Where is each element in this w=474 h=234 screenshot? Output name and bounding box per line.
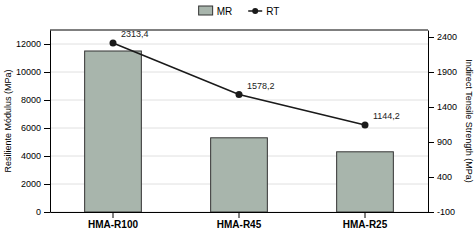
x-tick-label: HMA-R45 [217, 219, 262, 230]
x-tick: HMA-R45 [217, 212, 262, 230]
y2-axis-title: Indirect Tensile Strength (MPa) [464, 59, 474, 182]
chart: 2313,4 1578,2 1144,2 HMA-R100 HMA-R45 HMA-R25… [0, 0, 474, 234]
y-tick-mark [44, 100, 50, 101]
y-tick: 6000 [21, 123, 50, 133]
y2-tick-mark [428, 37, 434, 38]
legend-item: MR [199, 6, 233, 17]
legend-marker [252, 8, 258, 14]
y2-tick: -100 [428, 207, 455, 217]
bar-series [85, 51, 394, 212]
y2-tick-label: 2400 [437, 32, 457, 42]
y-tick-label: 0 [36, 207, 41, 217]
y-tick: 8000 [21, 95, 50, 105]
y-tick: 0 [36, 207, 50, 217]
y-axis-line [50, 31, 51, 213]
bar [337, 152, 394, 212]
plot-frame-top [50, 30, 428, 31]
legend-swatch [199, 6, 213, 15]
data-label: 2313,4 [121, 29, 149, 39]
grid-line [50, 44, 428, 45]
line [113, 43, 365, 125]
bar [211, 138, 268, 212]
y-tick-mark [44, 156, 50, 157]
plot: 2313,4 1578,2 1144,2 HMA-R100 HMA-R45 HMA-R25… [16, 29, 457, 230]
x-tick: HMA-R25 [343, 212, 388, 230]
data-label: 1578,2 [247, 81, 275, 91]
y-tick-mark [44, 72, 50, 73]
y2-axis-line [428, 31, 429, 213]
y2-tick: 1900 [428, 67, 457, 77]
y-tick: 12000 [16, 39, 50, 49]
y-tick-mark [44, 212, 50, 213]
marker [236, 91, 243, 98]
y2-tick-label: 900 [437, 137, 452, 147]
y-axis-title: Resiliente Módulus (MPa) [3, 69, 13, 172]
data-label: 1144,2 [373, 111, 400, 121]
x-tick-mark [113, 212, 114, 218]
y2-tick: 1400 [428, 102, 457, 112]
y-tick: 2000 [21, 179, 50, 189]
legend-label: MR [217, 6, 233, 17]
y-tick: 4000 [21, 151, 50, 161]
legend-label: RT [266, 6, 279, 17]
annotations: 2313,4 1578,2 1144,2 [121, 29, 400, 121]
y2-tick: 900 [428, 137, 452, 147]
y-tick-label: 10000 [16, 67, 41, 77]
y2-tick-label: 1900 [437, 67, 457, 77]
y-tick-label: 12000 [16, 39, 41, 49]
y2-tick-label: -100 [437, 207, 455, 217]
x-tick-label: HMA-R25 [343, 219, 388, 230]
y2-tick-mark [428, 177, 434, 178]
y2-tick: 2400 [428, 32, 457, 42]
grid [50, 44, 428, 212]
x-tick: HMA-R100 [88, 212, 138, 230]
y2-tick-label: 400 [437, 172, 452, 182]
y-tick-label: 6000 [21, 123, 41, 133]
y2-tick: 400 [428, 172, 452, 182]
y2-tick-mark [428, 142, 434, 143]
x-tick-mark [365, 212, 366, 218]
y-tick-label: 4000 [21, 151, 41, 161]
y-tick-mark [44, 184, 50, 185]
y-tick-label: 2000 [21, 179, 41, 189]
markers [110, 40, 369, 129]
y2-tick-mark [428, 72, 434, 73]
y2-tick-label: 1400 [437, 102, 457, 112]
x-axis: HMA-R100 HMA-R45 HMA-R25 [51, 212, 429, 230]
y2-axis: -100 400 900 1400 1900 2400 [428, 31, 457, 218]
marker [362, 121, 369, 128]
legend-item: RT [248, 6, 279, 17]
legend: MR RT [199, 6, 280, 17]
marks [85, 40, 394, 212]
y-tick-label: 8000 [21, 95, 41, 105]
y-tick-mark [44, 128, 50, 129]
y-axis: 0 2000 4000 6000 8000 10000 12000 [16, 31, 51, 218]
x-tick-mark [239, 212, 240, 218]
y2-tick-mark [428, 107, 434, 108]
y-tick: 10000 [16, 67, 50, 77]
y2-tick-mark [428, 212, 434, 213]
marker [110, 40, 117, 47]
bar [85, 51, 142, 212]
y-tick-mark [44, 44, 50, 45]
x-tick-label: HMA-R100 [88, 219, 138, 230]
